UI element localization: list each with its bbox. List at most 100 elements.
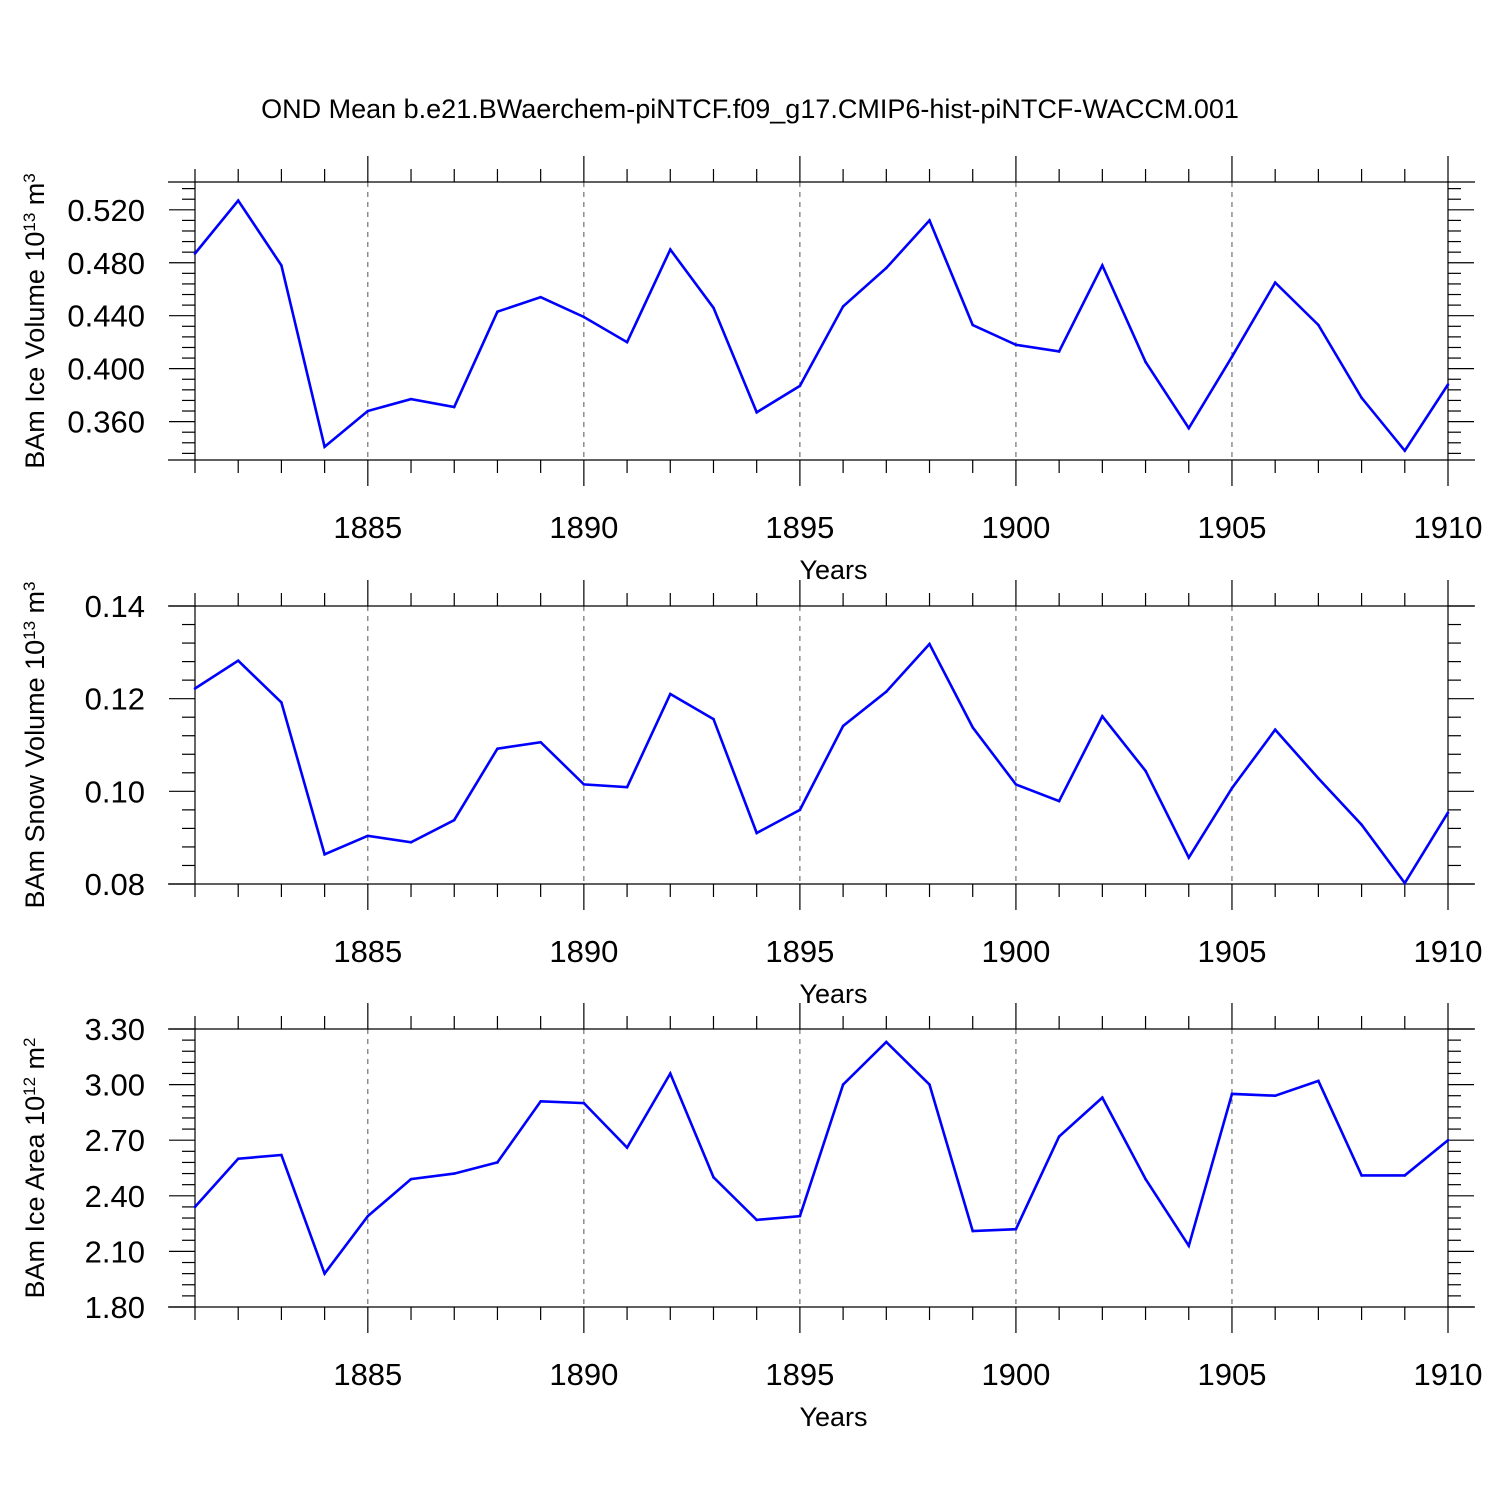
data-point (1014, 783, 1018, 786)
x-tick-label: 1910 (1414, 934, 1483, 969)
x-tick-label: 1910 (1414, 1357, 1483, 1392)
y-tick-label: 2.40 (85, 1179, 145, 1214)
data-point (1014, 343, 1018, 347)
data-point (1144, 360, 1147, 364)
data-point (755, 411, 758, 414)
data-point (366, 1214, 370, 1218)
data-point (193, 687, 197, 690)
data-point (539, 1099, 542, 1103)
y-axis-title-part: m (20, 183, 50, 213)
y-tick-label: 2.70 (85, 1123, 145, 1158)
data-point (1360, 1174, 1363, 1177)
chart-title: OND Mean b.e21.BWaerchem-piNTCF.f09_g17.… (261, 94, 1239, 124)
data-point (625, 1146, 629, 1149)
data-point (1187, 1244, 1191, 1248)
ice-area-panel: 1.80 2.10 2.40 2.70 3.00 3.30 1885 1890 1895 1900… (20, 1003, 1483, 1432)
x-tick-label: 1900 (981, 510, 1050, 545)
data-point (625, 785, 629, 789)
data-point (928, 1083, 931, 1086)
y-axis-title-superscript: 3 (20, 173, 39, 182)
data-point (280, 701, 283, 704)
y-tick-label: 0.10 (85, 774, 145, 809)
y-axis-title-superscript: 3 (20, 581, 39, 590)
data-point (971, 726, 975, 729)
x-tick-label: 1890 (549, 510, 618, 545)
data-point (668, 248, 672, 251)
x-tick-label: 1885 (333, 510, 402, 545)
data-point (1446, 1138, 1450, 1142)
data-point (1101, 264, 1104, 267)
ice-volume-panel: 0.360 0.400 0.440 0.480 0.520 1885 1890 1895 190… (20, 156, 1482, 585)
data-point (409, 397, 413, 401)
data-point (280, 1153, 283, 1157)
data-point (1317, 1079, 1320, 1083)
data-point (885, 1040, 888, 1044)
data-point (1230, 786, 1234, 790)
data-point (841, 1083, 845, 1086)
x-axis-title: Years (799, 555, 867, 585)
data-point (193, 1205, 197, 1209)
x-axis-title: Years (799, 1402, 867, 1432)
data-point (496, 747, 499, 751)
series-line (194, 1040, 1449, 1277)
series-line (194, 641, 1450, 886)
x-tick-label: 1900 (981, 1357, 1050, 1392)
data-point (841, 724, 845, 728)
data-point (1403, 449, 1407, 453)
data-point (1230, 1092, 1234, 1096)
data-point (1187, 856, 1191, 859)
data-point (755, 1218, 758, 1222)
data-point (236, 199, 240, 202)
data-point (668, 1072, 672, 1075)
data-point (1446, 383, 1450, 386)
y-tick-label: 0.520 (67, 193, 145, 228)
data-point (712, 717, 715, 721)
data-point (366, 409, 370, 413)
y-axis-title-part: BAm Ice Area 10 (20, 1096, 50, 1299)
x-tick-label: 1885 (333, 934, 402, 969)
data-point (409, 1177, 413, 1181)
data-point (236, 1157, 240, 1161)
data-point (1144, 1177, 1147, 1181)
y-tick-label: 0.400 (67, 352, 145, 387)
data-point (798, 808, 802, 812)
y-axis-title-superscript: 13 (20, 213, 39, 232)
y-tick-label: 0.360 (67, 405, 145, 440)
y-axis-title-superscript: 13 (20, 621, 39, 640)
data-point (1101, 1096, 1104, 1099)
data-point (1144, 769, 1147, 773)
x-tick-label: 1905 (1197, 934, 1266, 969)
x-tick-label: 1895 (765, 1357, 834, 1392)
data-point (452, 405, 456, 409)
y-tick-label: 3.30 (85, 1012, 145, 1047)
snow-volume-panel: 0.08 0.10 0.12 0.14 1885 1890 1895 1900 1905 1910… (20, 580, 1483, 1009)
x-tick-label: 1895 (765, 510, 834, 545)
data-point (539, 740, 542, 744)
data-point (1101, 714, 1104, 718)
x-tick-label: 1905 (1197, 510, 1266, 545)
y-axis-title: BAm Ice Area 1012 m2 (20, 1038, 51, 1299)
data-point (1230, 355, 1234, 359)
data-point (971, 1229, 975, 1233)
y-axis-title-part: BAm Ice Volume 10 (20, 232, 50, 469)
y-tick-label: 0.12 (85, 682, 145, 717)
data-point (1057, 799, 1061, 803)
y-axis-title: BAm Ice Volume 1013 m3 (20, 173, 51, 469)
x-tick-label: 1905 (1197, 1357, 1266, 1392)
data-point (452, 1172, 456, 1175)
data-point (798, 1214, 802, 1218)
y-tick-label: 2.10 (85, 1234, 145, 1269)
x-tick-label: 1885 (333, 1357, 402, 1392)
y-tick-label: 0.480 (67, 246, 145, 281)
data-point (712, 1175, 715, 1179)
y-axis-title-part: m (20, 591, 50, 621)
data-point (1360, 823, 1363, 826)
y-axis-title: BAm Snow Volume 1013 m3 (20, 581, 51, 908)
data-point (1446, 811, 1450, 814)
x-tick-label: 1900 (981, 934, 1050, 969)
data-point (323, 445, 326, 449)
data-point (280, 264, 283, 267)
data-point (323, 853, 326, 856)
data-point (496, 310, 499, 314)
